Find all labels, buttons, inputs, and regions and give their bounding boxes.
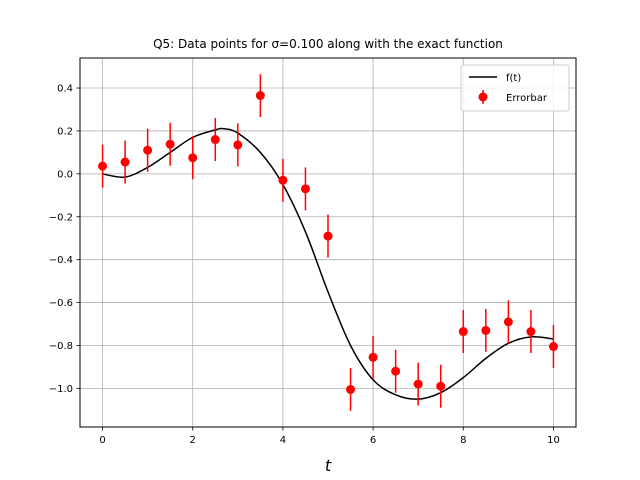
x-tick-label: 8 bbox=[460, 435, 466, 446]
data-marker bbox=[458, 327, 468, 337]
exact-function-line bbox=[102, 127, 554, 400]
x-axis-label: t bbox=[325, 456, 332, 475]
data-marker bbox=[143, 145, 153, 155]
data-point bbox=[436, 364, 446, 408]
x-tick-label: 6 bbox=[370, 435, 376, 446]
data-point bbox=[188, 136, 198, 180]
data-marker bbox=[413, 379, 423, 389]
data-marker bbox=[503, 317, 513, 327]
data-marker bbox=[278, 175, 288, 185]
legend: f(t) Errorbar bbox=[460, 64, 570, 112]
y-tick-label: 0.2 bbox=[57, 126, 73, 137]
y-tick-label: −0.8 bbox=[49, 341, 73, 352]
data-point bbox=[526, 310, 536, 353]
data-marker bbox=[300, 184, 310, 194]
legend-entry-f-t: f(t) bbox=[506, 73, 521, 84]
x-tick-label: 2 bbox=[190, 435, 196, 446]
data-marker bbox=[436, 381, 446, 391]
x-tick-label: 10 bbox=[547, 435, 560, 446]
data-marker bbox=[165, 139, 175, 149]
legend-errorbar-marker bbox=[478, 92, 488, 102]
data-point bbox=[503, 300, 513, 344]
axes-frame bbox=[79, 57, 577, 428]
chart-title: Q5: Data points for σ=0.100 along with t… bbox=[153, 37, 503, 51]
y-tick-label: 0.4 bbox=[57, 84, 73, 95]
data-marker bbox=[526, 327, 536, 337]
data-point bbox=[98, 144, 108, 188]
data-point bbox=[413, 362, 423, 406]
legend-entry-errorbar: Errorbar bbox=[506, 93, 548, 104]
data-point bbox=[481, 309, 491, 352]
data-point bbox=[143, 128, 153, 172]
data-point bbox=[255, 74, 265, 117]
data-point bbox=[368, 335, 378, 379]
data-point bbox=[120, 140, 130, 184]
data-marker bbox=[368, 352, 378, 362]
data-point bbox=[548, 325, 558, 369]
data-point bbox=[233, 123, 243, 167]
data-marker bbox=[323, 231, 333, 241]
data-marker bbox=[255, 91, 265, 101]
data-marker bbox=[188, 153, 198, 163]
data-marker bbox=[391, 366, 401, 376]
data-point bbox=[346, 368, 356, 411]
y-tick-label: −0.2 bbox=[49, 212, 73, 223]
data-point bbox=[323, 214, 333, 258]
y-tick-label: 0.0 bbox=[57, 169, 73, 180]
data-marker bbox=[233, 140, 243, 150]
data-point bbox=[391, 349, 401, 393]
x-tick-label: 0 bbox=[99, 435, 105, 446]
data-point bbox=[278, 158, 288, 202]
y-tick-label: −0.6 bbox=[49, 298, 73, 309]
data-point bbox=[458, 310, 468, 353]
data-marker bbox=[210, 135, 220, 145]
data-marker bbox=[120, 157, 130, 167]
data-point bbox=[300, 167, 310, 211]
y-tick-label: −1.0 bbox=[49, 384, 73, 395]
exact-function-layer bbox=[102, 127, 554, 400]
grid-lines bbox=[80, 58, 576, 427]
data-point bbox=[210, 118, 220, 161]
tick-layer: 0 2 4 6 8 10 0.4 0.2 0.0 −0.2 −0.4 −0.6 −0.8 −1.0 bbox=[49, 84, 560, 446]
data-marker bbox=[548, 342, 558, 352]
data-marker bbox=[98, 161, 108, 171]
data-marker bbox=[346, 384, 356, 394]
data-points-layer bbox=[98, 74, 558, 411]
data-marker bbox=[481, 325, 491, 335]
legend-box bbox=[460, 64, 570, 112]
y-tick-label: −0.4 bbox=[49, 255, 73, 266]
x-tick-label: 4 bbox=[280, 435, 286, 446]
data-point bbox=[165, 122, 175, 166]
